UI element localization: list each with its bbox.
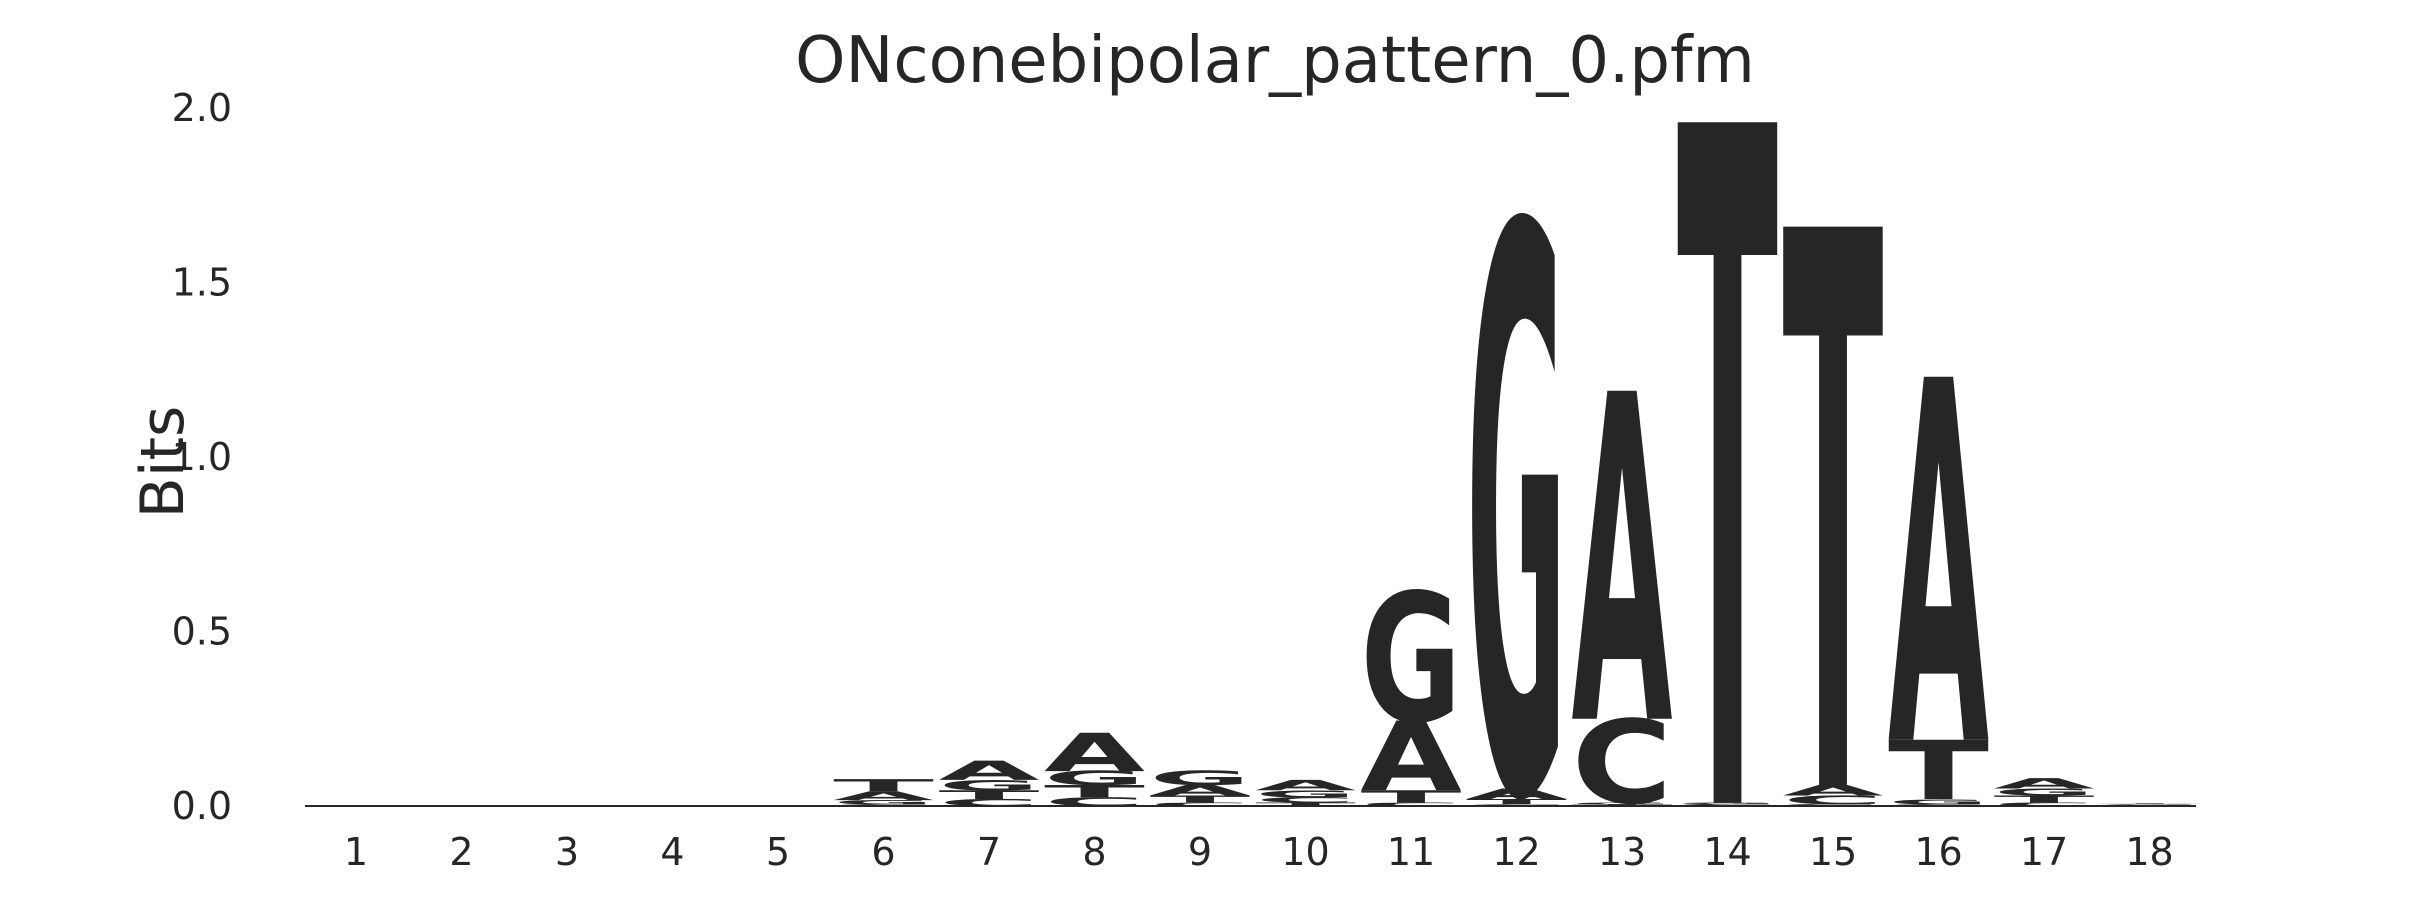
logo-letter-a-pos-15: A [1783,782,1884,799]
logo-letter-a-pos-12: A [1466,786,1567,803]
x-tick-label: 7 [977,830,1001,874]
logo-letter-t-pos-13: T [1572,804,1673,807]
y-tick-label: 1.0 [172,435,232,479]
logo-letter-t-pos-16: T [1888,724,1989,819]
logo-letter-t-pos-18: T [2099,803,2200,804]
logo-letter-a-pos-8: A [1044,723,1145,784]
x-tick-label: 10 [1281,830,1329,874]
logo-letter-t-pos-9: T [1150,794,1251,805]
x-tick-label: 3 [555,830,579,874]
logo-letter-t-pos-14: T [1677,0,1779,900]
logo-letter-g-pos-7: G [939,777,1040,794]
logo-letter-g-pos-15: G [1782,804,1883,807]
logo-letter-a-pos-9: A [1150,782,1251,799]
x-tick-label: 17 [2020,830,2068,874]
logo-letter-g-pos-13: G [1571,802,1672,805]
logo-letter-c-pos-14: C [1677,804,1778,806]
logo-letter-g-pos-12: G [1466,69,1567,900]
y-tick-label: 0.5 [172,610,232,654]
x-tick-label: 15 [1809,830,1857,874]
logo-letter-g-pos-17: G [1994,787,2095,798]
x-tick-label: 13 [1598,830,1646,874]
logo-letter-c-pos-8: C [1044,795,1145,809]
logo-letter-g-pos-10: G [1255,788,1356,799]
logo-letter-g-pos-18: G [2099,804,2200,805]
x-tick-label: 14 [1703,830,1751,874]
logo-letter-g-pos-14: G [1677,803,1778,805]
y-axis-ticks: 0.0 0.5 1.0 1.5 2.0 [172,86,232,828]
logo-letter-a-pos-13: A [1572,302,1674,826]
logo-letter-c-pos-12: C [1466,804,1567,807]
logo-letter-t-pos-12: T [1466,798,1567,806]
x-tick-label: 1 [344,830,368,874]
x-tick-label: 6 [871,830,895,874]
logo-letter-a-pos-17: A [1994,775,2095,792]
logo-letter-g-pos-6: G [833,799,934,806]
logo-letter-a-pos-18: A [2099,805,2200,806]
x-tick-label: 16 [1914,830,1962,874]
logo-letter-c-pos-16: C [1888,804,1989,807]
logo-letter-g-pos-8: G [1044,767,1145,789]
logo-letter-c-pos-9: C [1150,802,1251,808]
logo-letter-c-pos-15: C [1783,793,1884,807]
logo-letter-c-pos-10: C [1255,796,1356,804]
x-tick-label: 2 [449,830,473,874]
logo-letter-t-pos-8: T [1044,782,1145,802]
y-axis-label: Bits [128,406,198,519]
logo-letter-t-pos-17: T [1994,794,2095,805]
logo-letter-a-pos-7: A [938,756,1039,786]
logo-letter-c-pos-17: C [1994,802,2095,808]
x-tick-label: 12 [1492,830,1540,874]
logo-letter-t-pos-6: T [833,776,934,796]
logo-letter-a-pos-11: A [1361,702,1462,813]
logo-letter-a-pos-14: A [1677,805,1778,807]
x-tick-label: 5 [766,830,790,874]
y-tick-label: 1.5 [172,261,232,305]
logo-letter-g-pos-9: G [1149,767,1250,789]
logo-letter-a-pos-16: A [1888,277,1990,857]
logo-letter-c-pos-6: C [833,804,934,807]
logo-letter-c-pos-18: C [2099,804,2200,805]
logo-letter-a-pos-6: A [833,789,934,803]
logo-letter-t-pos-7: T [939,788,1040,802]
x-tick-label: 11 [1387,830,1435,874]
x-tick-label: 4 [660,830,684,874]
logo-letter-c-pos-7: C [939,797,1040,808]
y-tick-label: 0.0 [172,784,232,828]
logo-letter-c-pos-13: C [1572,696,1673,830]
logo-letter-g-pos-11: G [1360,556,1461,763]
logo-letter-t-pos-11: T [1361,787,1462,807]
logo-letter-t-pos-15: T [1783,76,1885,900]
logo-letter-g-pos-16: G [1888,798,1989,806]
logo-letter-a-pos-10: A [1255,777,1356,794]
chart-title: ONconebipolar_pattern_0.pfm [795,24,1755,98]
x-axis-ticks: 1 2 3 4 5 6 7 8 9 10 11 12 13 14 15 16 17 18 [344,830,2174,874]
x-tick-label: 9 [1188,830,1212,874]
logo-letter-c-pos-11: C [1361,802,1462,808]
x-tick-label: 18 [2125,830,2173,874]
logo-letter-t-pos-10: T [1255,802,1356,808]
y-tick-label: 2.0 [172,86,232,130]
x-tick-label: 8 [1082,830,1106,874]
